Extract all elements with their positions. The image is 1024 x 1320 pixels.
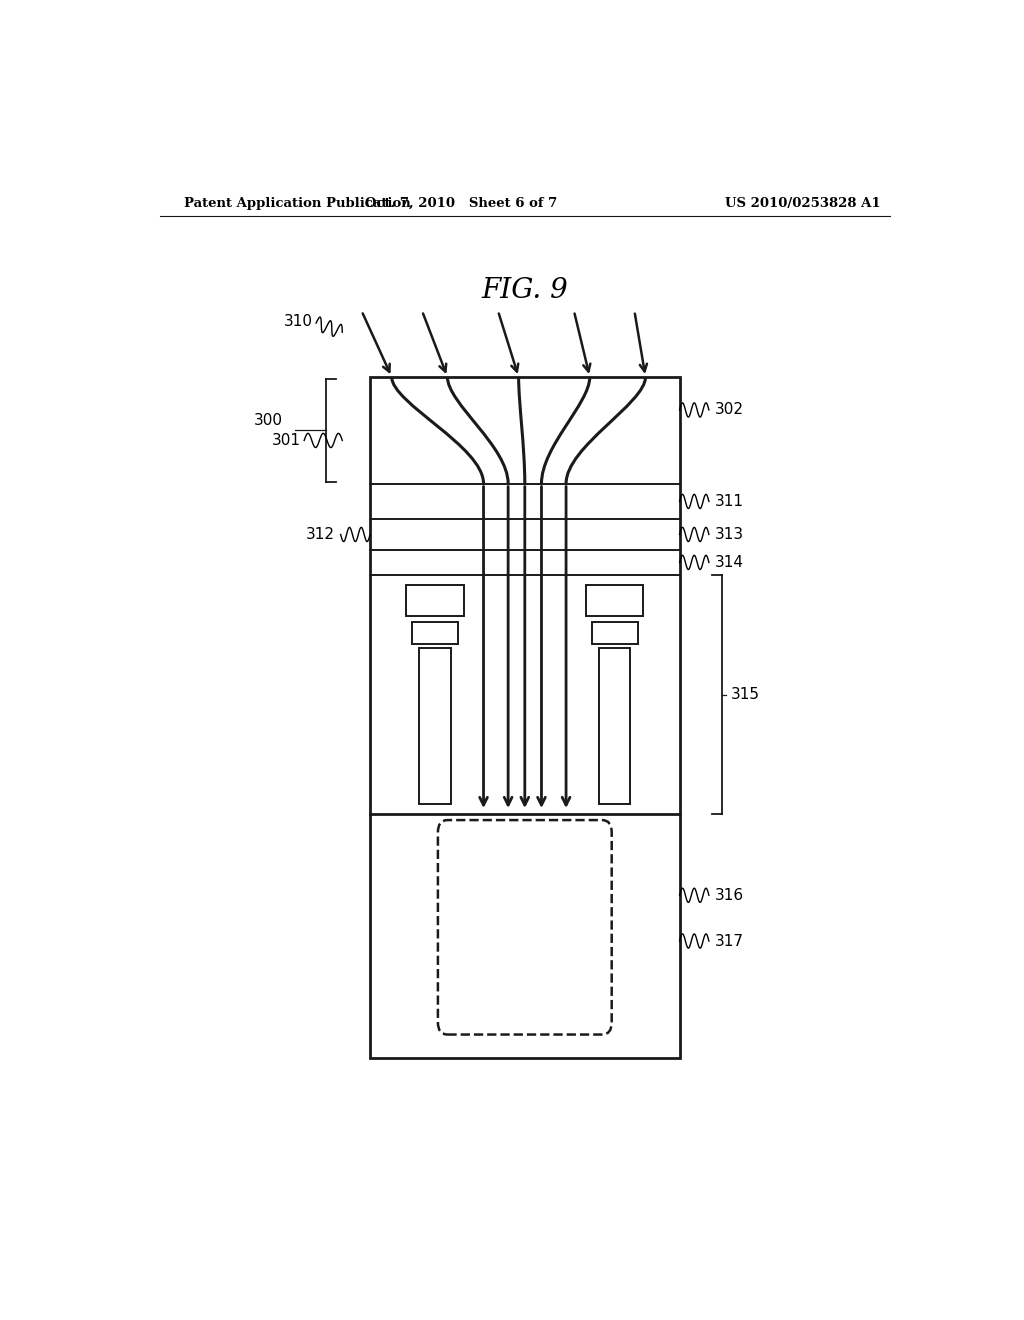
Text: 310: 310 [284,314,313,329]
Text: Oct. 7, 2010   Sheet 6 of 7: Oct. 7, 2010 Sheet 6 of 7 [366,197,557,210]
Text: 300: 300 [254,413,283,428]
Text: US 2010/0253828 A1: US 2010/0253828 A1 [725,197,881,210]
Text: 301: 301 [272,433,301,447]
Text: 311: 311 [715,494,744,510]
Text: 302: 302 [715,403,744,417]
Text: 313: 313 [715,527,744,543]
Text: 316: 316 [715,888,744,903]
Text: 315: 315 [731,686,760,702]
Text: FIG. 9: FIG. 9 [481,277,568,304]
Text: 317: 317 [715,933,744,949]
Text: Patent Application Publication: Patent Application Publication [183,197,411,210]
Text: 314: 314 [715,554,744,570]
Text: 312: 312 [305,527,334,543]
